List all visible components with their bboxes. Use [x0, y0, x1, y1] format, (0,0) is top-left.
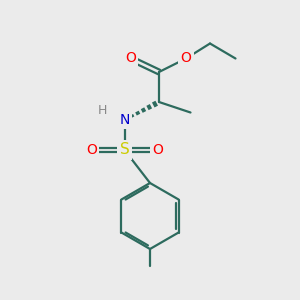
Text: S: S: [120, 142, 129, 158]
Text: H: H: [97, 104, 107, 118]
Text: O: O: [152, 143, 163, 157]
Text: O: O: [181, 52, 191, 65]
Text: O: O: [125, 52, 136, 65]
Text: N: N: [119, 113, 130, 127]
Text: O: O: [86, 143, 97, 157]
